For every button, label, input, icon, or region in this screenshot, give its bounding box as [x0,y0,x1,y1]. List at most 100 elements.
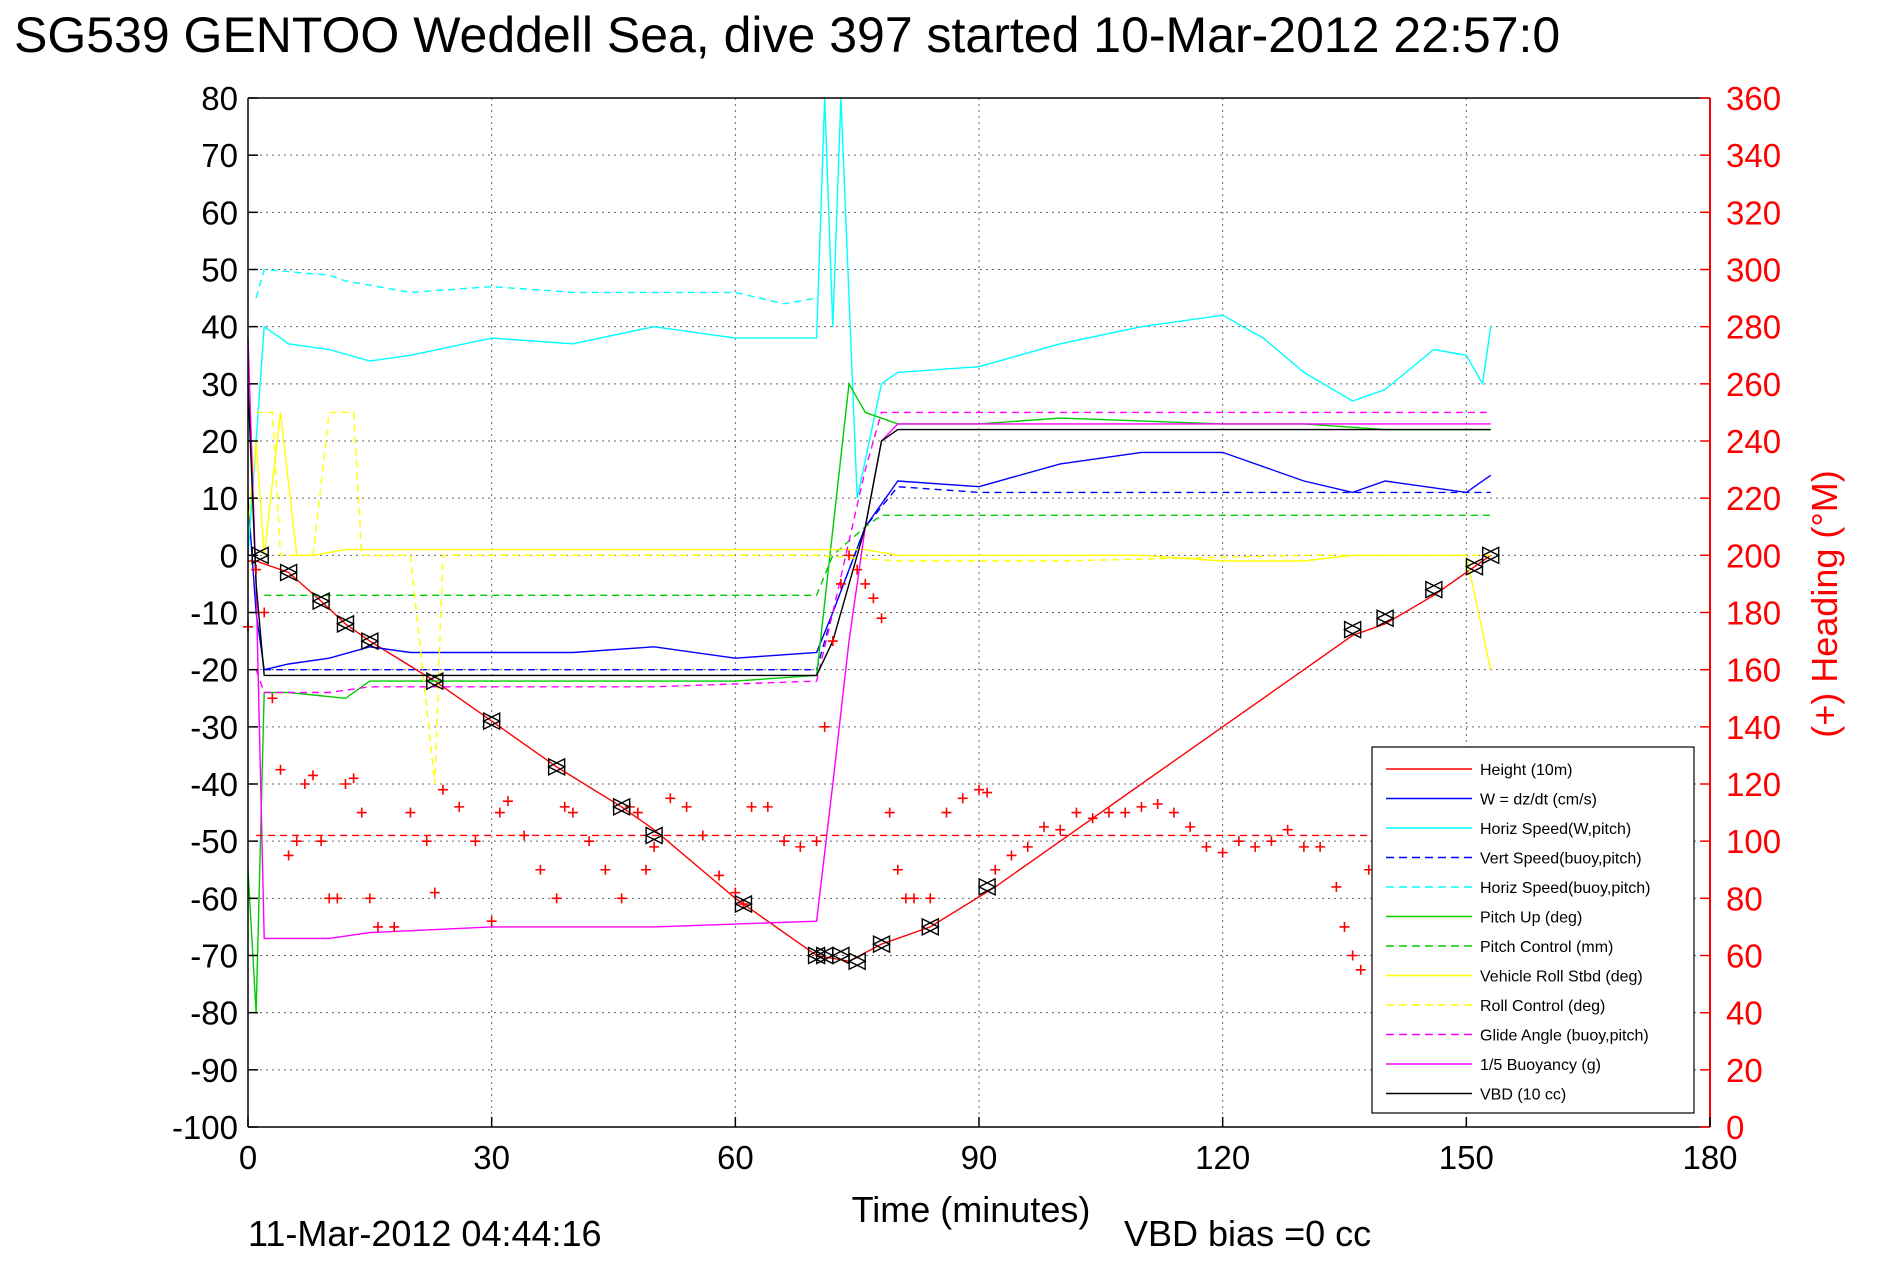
triangle-marker [1464,557,1485,576]
y-tick-label: -70 [190,938,238,975]
y-tick-label: 30 [201,366,238,403]
y-tick-label: 20 [201,423,238,460]
legend-entry: Vehicle Roll Stbd (deg) [1480,969,1643,986]
right-tick-label: 80 [1726,880,1763,917]
right-tick-label: 180 [1726,595,1781,632]
heading-point [519,830,530,841]
legend-entry: Glide Angle (buoy,pitch) [1480,1028,1649,1045]
heading-point [649,841,660,852]
series-line-5 [247,381,1491,1013]
right-tick-label: 0 [1726,1109,1744,1146]
footer-vbd-bias: VBD bias =0 cc [1124,1213,1371,1254]
series-line-3 [264,485,1491,671]
heading-point [600,864,611,875]
series-line-9 [255,411,1491,694]
legend: Height (10m) W = dz/dt (cm/s) Horiz Speed(… [1371,746,1695,1114]
triangle-marker [335,614,356,634]
heading-point [486,916,497,927]
heading-point [1347,950,1358,961]
right-tick-label: 40 [1726,995,1763,1032]
heading-point [860,578,871,589]
y-tick-label: 0 [220,537,238,574]
y-tick-label: -90 [190,1052,238,1089]
x-tick-label: 120 [1195,1139,1250,1176]
legend-entry: Height (10m) [1480,762,1572,779]
heading-point [1022,841,1033,852]
heading-point [348,773,359,784]
right-tick-label: 360 [1726,80,1781,117]
y-tick-label: 70 [201,137,238,174]
heading-point [1266,836,1277,847]
series-line-11 [247,383,1491,677]
y-tick-label: -100 [172,1109,238,1146]
legend-entry: W = dz/dt (cm/s) [1480,792,1597,809]
heading-point [1185,821,1196,832]
legend-entry: Vert Speed(buoy,pitch) [1480,851,1642,868]
triangle-marker [482,711,502,731]
heading-point [1339,921,1350,932]
heading-point [819,721,830,732]
right-tick-label: 320 [1726,194,1781,231]
series-line-10 [247,338,1491,940]
heading-point [1298,841,1309,852]
heading-point [640,864,651,875]
heading-point [267,693,278,704]
heading-point [892,864,903,875]
heading-point [1136,801,1147,812]
heading-point [697,830,708,841]
heading-point [332,893,343,904]
y-tick-label: -50 [190,823,238,860]
legend-entry: VBD (10 cc) [1480,1087,1566,1104]
triangle-marker [311,591,331,611]
right-tick-label: 240 [1726,423,1781,460]
heading-point [1006,850,1017,861]
heading-point [307,770,318,781]
series-line-7 [247,412,1492,670]
heading-point [372,921,383,932]
heading-point [494,807,505,818]
legend-box [1371,746,1695,1114]
triangle-marker [733,894,754,914]
heading-point [616,893,627,904]
heading-point [389,921,400,932]
axes: 80706050403020100-10-20-30-40-50-60-70-8… [172,80,1781,1176]
legend-entry: Horiz Speed(buoy,pitch) [1480,880,1650,897]
heading-point [405,807,416,818]
right-tick-label: 160 [1726,652,1781,689]
heading-point [421,836,432,847]
heading-point [1120,807,1131,818]
right-tick-label: 20 [1726,1052,1763,1089]
right-tick-label: 300 [1726,252,1781,289]
triangle-marker [977,877,997,897]
triangle-marker [920,917,940,937]
heading-point [1355,964,1366,975]
legend-entry: Roll Control (deg) [1480,998,1605,1015]
heading-point [316,836,327,847]
heading-point [559,801,570,812]
heading-point [1315,841,1326,852]
heading-point [1103,807,1114,818]
series-line-6 [264,514,1491,596]
triangle-marker [1424,580,1444,599]
legend-entry: Horiz Speed(W,pitch) [1480,821,1631,838]
y-tick-label: -20 [190,652,238,689]
triangle-marker [612,797,632,816]
series-line-8 [256,411,1491,785]
heading-point [283,850,294,861]
heading-point [1038,821,1049,832]
heading-point [1250,841,1261,852]
triangle-marker [279,563,299,582]
heading-point [437,784,448,795]
heading-point [1233,836,1244,847]
heading-point [1331,881,1342,892]
heading-point [1201,841,1212,852]
heading-point [535,864,546,875]
heading-point [632,807,643,818]
heading-point [974,784,984,795]
right-tick-label: 280 [1726,309,1781,346]
heading-point [990,864,1001,875]
heading-point [470,836,481,847]
heading-point [982,787,993,798]
heading-point [584,836,595,847]
